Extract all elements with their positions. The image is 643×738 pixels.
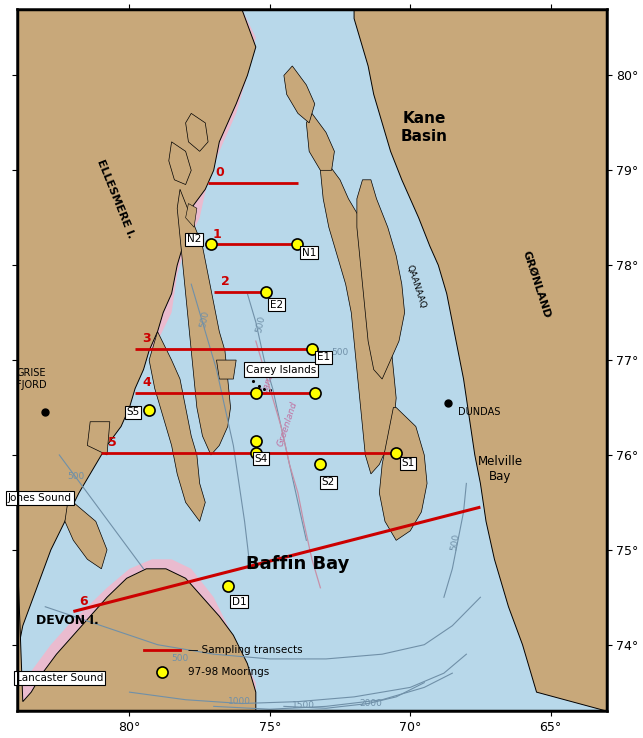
Text: S1: S1 xyxy=(401,458,415,469)
Text: S5: S5 xyxy=(127,407,140,417)
Polygon shape xyxy=(284,66,315,123)
Text: 500: 500 xyxy=(172,654,189,663)
Polygon shape xyxy=(168,142,191,184)
Text: 1: 1 xyxy=(212,227,221,241)
Text: QAANAAQ: QAANAAQ xyxy=(404,263,427,310)
Polygon shape xyxy=(17,9,256,587)
Text: 1500: 1500 xyxy=(293,701,315,710)
Text: GRISE
FJORD: GRISE FJORD xyxy=(16,368,46,390)
Polygon shape xyxy=(17,550,256,711)
Text: 500: 500 xyxy=(68,472,85,480)
Text: DEVON I.: DEVON I. xyxy=(37,615,99,627)
Text: Jones Sound: Jones Sound xyxy=(8,493,71,503)
Polygon shape xyxy=(379,407,427,540)
Text: 500: 500 xyxy=(449,534,462,552)
Polygon shape xyxy=(186,204,197,227)
Text: 6: 6 xyxy=(79,595,87,607)
Polygon shape xyxy=(17,9,607,711)
Text: 500: 500 xyxy=(332,348,349,357)
Text: E2: E2 xyxy=(270,300,283,310)
Text: 2000: 2000 xyxy=(359,700,383,708)
Text: Lancaster Sound: Lancaster Sound xyxy=(15,673,103,683)
Polygon shape xyxy=(306,114,334,170)
Text: E1: E1 xyxy=(317,352,330,362)
Polygon shape xyxy=(149,331,205,521)
Polygon shape xyxy=(17,9,256,654)
Text: 5: 5 xyxy=(109,436,117,449)
Text: 97-98 Moorings: 97-98 Moorings xyxy=(188,667,269,677)
Text: Kane
Basin: Kane Basin xyxy=(401,111,448,144)
Text: Carey Islands: Carey Islands xyxy=(246,365,316,375)
Text: Baffin Bay: Baffin Bay xyxy=(246,555,350,573)
Text: S2: S2 xyxy=(322,477,335,487)
Polygon shape xyxy=(357,180,404,379)
Text: 500: 500 xyxy=(255,315,267,334)
Text: DUNDAS: DUNDAS xyxy=(458,407,500,417)
Polygon shape xyxy=(186,114,208,151)
Polygon shape xyxy=(354,9,607,711)
Text: N2: N2 xyxy=(187,235,201,244)
Text: 3: 3 xyxy=(142,332,150,345)
Text: 4: 4 xyxy=(142,376,151,390)
Polygon shape xyxy=(65,503,107,569)
Polygon shape xyxy=(87,421,110,455)
Polygon shape xyxy=(177,189,231,455)
Text: Canada: Canada xyxy=(260,360,279,396)
Text: ELLESMERE I.: ELLESMERE I. xyxy=(95,158,136,240)
Text: 0: 0 xyxy=(215,166,224,179)
Text: 2: 2 xyxy=(221,275,230,288)
Text: — Sampling transects: — Sampling transects xyxy=(188,646,303,655)
Text: Melville
Bay: Melville Bay xyxy=(478,455,523,483)
Text: N1: N1 xyxy=(302,248,316,258)
Polygon shape xyxy=(320,161,396,474)
Polygon shape xyxy=(354,9,607,711)
Polygon shape xyxy=(17,550,256,711)
Text: 1000: 1000 xyxy=(228,697,251,706)
Text: Groenland: Groenland xyxy=(275,400,298,447)
Text: S4: S4 xyxy=(255,454,267,463)
Text: GRØNLAND: GRØNLAND xyxy=(521,249,552,319)
Text: D1: D1 xyxy=(232,597,246,607)
Text: 500: 500 xyxy=(198,310,211,329)
Polygon shape xyxy=(217,360,236,379)
